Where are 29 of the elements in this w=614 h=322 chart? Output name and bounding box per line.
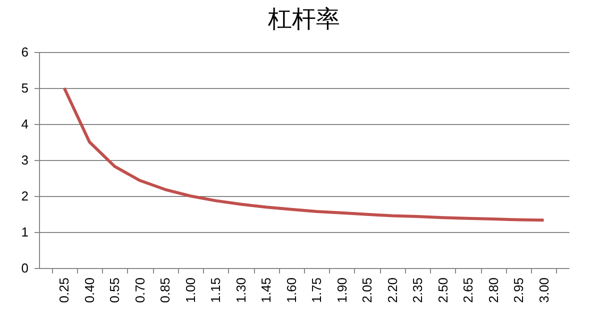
x-tick-label: 0.40	[82, 278, 97, 303]
x-tick-label: 1.00	[182, 278, 198, 303]
y-tick-label: 3	[21, 152, 28, 168]
x-tick-label: 2.20	[384, 278, 400, 303]
x-tick-label: 3.00	[536, 278, 552, 303]
y-tick-label: 0	[21, 260, 28, 276]
y-tick-label: 2	[21, 188, 28, 204]
y-tick-label: 5	[21, 80, 28, 96]
x-tick-label: 0.85	[158, 278, 173, 303]
x-tick-label: 1.45	[258, 278, 274, 303]
x-tick-label: 2.50	[435, 278, 450, 303]
y-tick-label: 6	[21, 44, 28, 60]
x-tick-label: 0.25	[56, 278, 72, 303]
line-series	[62, 86, 546, 222]
x-tick-label: 0.55	[107, 278, 122, 303]
chart-title: 杠杆率	[267, 6, 340, 33]
x-tick-label: 2.80	[486, 278, 501, 303]
x-tick-label: 1.15	[208, 278, 224, 303]
x-tick-label: 0.70	[132, 278, 148, 303]
y-tick-label: 4	[21, 116, 28, 132]
x-tick-label: 1.30	[233, 278, 248, 303]
x-tick-label: 2.05	[360, 278, 375, 303]
x-tick-label: 1.75	[309, 278, 324, 303]
y-tick-label: 1	[21, 224, 28, 240]
x-tick-label: 2.95	[511, 278, 526, 303]
x-tick-label: 2.35	[410, 278, 426, 303]
x-tick-label: 2.65	[460, 278, 476, 303]
x-tick-label: 1.60	[284, 278, 299, 303]
x-tick-label: 1.90	[334, 278, 350, 303]
